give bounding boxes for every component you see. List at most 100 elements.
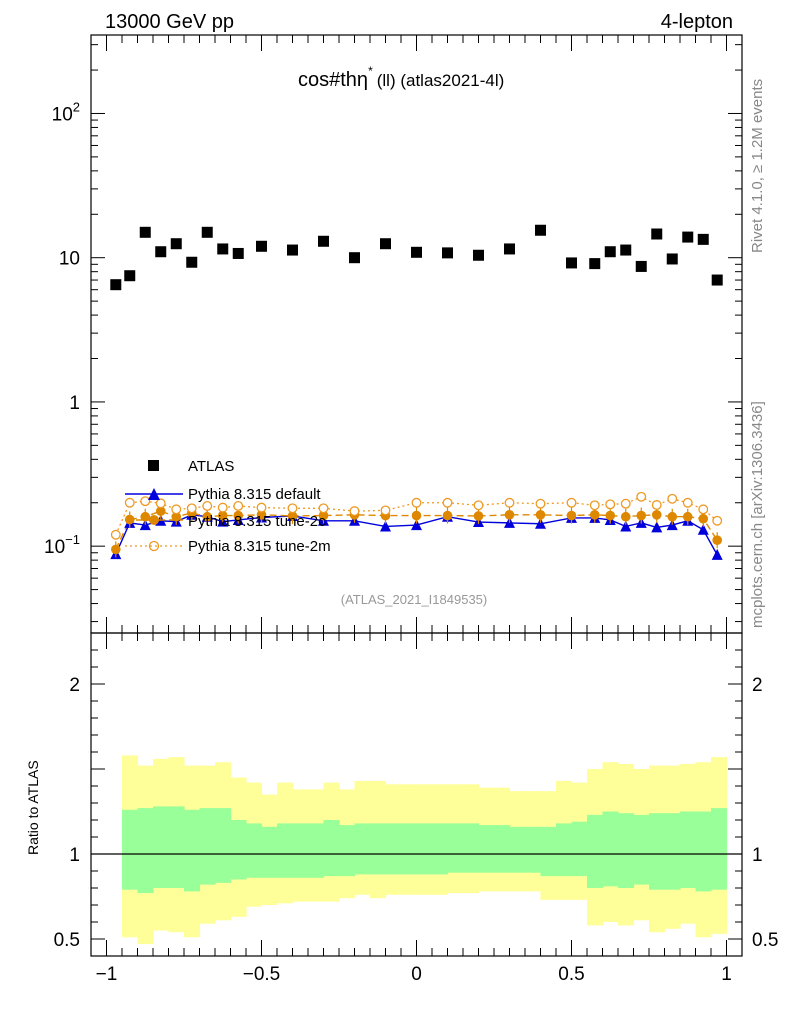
tune-2c-point — [140, 511, 151, 522]
tune-2c-point — [682, 511, 693, 522]
tune-2c-point — [605, 510, 616, 521]
atlas-point — [349, 252, 360, 264]
plot-title-main: cos#thη — [298, 69, 368, 91]
ratio-y-tick-label-right: 1 — [752, 845, 763, 866]
atlas-point — [682, 231, 694, 243]
tune-2c-point — [287, 511, 298, 521]
green-band-bin — [695, 811, 712, 892]
green-band-bin — [215, 808, 232, 883]
tune-2m-point — [504, 497, 515, 508]
x-tick-label: −0.5 — [243, 964, 281, 985]
tune-2m-point — [140, 496, 151, 507]
main-ticks: 10−1 1 10 102 — [44, 35, 742, 633]
tune-2m-point — [186, 503, 197, 514]
default-point — [711, 548, 723, 560]
green-band-bin — [261, 826, 278, 878]
tune-2m-point — [636, 491, 647, 502]
tune-2c-point — [620, 511, 631, 522]
green-band-bin — [664, 813, 681, 890]
plot-title-sup: * — [368, 64, 373, 78]
default-point — [651, 521, 663, 533]
green-band-bin — [246, 823, 263, 878]
green-band-bin — [385, 823, 402, 875]
green-band-bin — [494, 825, 511, 873]
default-point — [697, 523, 709, 535]
default-point — [411, 519, 422, 531]
default-point — [620, 520, 632, 532]
atlas-point — [535, 224, 546, 236]
x-tick-label: 0.5 — [558, 964, 584, 985]
side-text-top: Rivet 4.1.0, ≥ 1.2M events — [749, 79, 766, 253]
legend-marker-atlas — [148, 460, 159, 471]
green-band-bin — [168, 806, 185, 888]
tune-2m-point — [287, 503, 298, 514]
legend-label-tune-2c: Pythia 8.315 tune-2c — [188, 513, 326, 530]
tune-2c-point — [442, 510, 453, 521]
atlas-point — [411, 246, 422, 258]
atlas-point — [201, 226, 213, 238]
green-band-bin — [602, 811, 619, 887]
legend-label-default: Pythia 8.315 default — [188, 486, 321, 503]
atlas-point — [124, 270, 136, 282]
atlas-point — [318, 235, 329, 247]
atlas-point — [473, 249, 484, 261]
legend-marker-tune-2m — [148, 540, 160, 552]
green-band-bin — [463, 823, 480, 873]
ratio-bands — [122, 755, 728, 945]
tune-2c-point — [667, 511, 678, 522]
tune-2m-point — [651, 500, 662, 510]
atlas-point — [589, 258, 601, 270]
tune-2m-point — [605, 499, 616, 510]
x-tick-label: 0 — [411, 964, 422, 985]
green-band-bin — [339, 825, 356, 877]
tune-2c-point — [535, 510, 546, 520]
atlas-point — [566, 257, 577, 269]
plot-title: cos#thη* (ll) (atlas2021-4l) — [298, 64, 504, 91]
tune-2c-point — [202, 511, 213, 522]
tune-2m-point — [589, 500, 600, 511]
green-band-bin — [711, 808, 728, 890]
green-band-bin — [184, 809, 201, 892]
ratio-y-tick-label-right: 2 — [752, 675, 763, 696]
atlas-point — [170, 238, 182, 250]
main-panel: 10−1 1 10 102 cos#thη* (ll) (atlas2021-4l) (… — [44, 34, 743, 634]
ratio-y-axis-label: Ratio to ATLAS — [25, 760, 41, 855]
tune-2c-point — [111, 544, 121, 555]
y-tick-label: 102 — [52, 99, 80, 125]
tune-2c-point — [411, 510, 422, 521]
tune-2c-point — [217, 510, 228, 521]
atlas-point — [287, 244, 298, 256]
tune-2m-point — [256, 502, 267, 513]
x-tick-label: −1 — [96, 964, 118, 985]
y-tick-label: 10−1 — [44, 532, 80, 558]
tune-2c-point — [155, 506, 166, 516]
ratio-y-tick-label-left: 2 — [69, 675, 80, 696]
tune-2m-point — [535, 498, 546, 509]
atlas-point — [442, 247, 453, 259]
green-band-bin — [540, 826, 557, 877]
atlas-point — [217, 243, 229, 255]
ratio-y-tick-label-left: 0.5 — [54, 930, 80, 951]
tune-2m-point — [473, 500, 484, 511]
header-left: 13000 GeV pp — [105, 11, 234, 33]
green-band-bin — [509, 826, 526, 873]
tune-2m-point — [667, 493, 678, 504]
tune-2m-point — [233, 501, 244, 511]
green-band-bin — [137, 808, 154, 894]
atlas-point — [697, 233, 709, 245]
tune-2m-point — [620, 498, 631, 509]
green-band-bin — [649, 813, 666, 890]
atlas-point — [380, 238, 391, 250]
side-text-bottom: mcplots.cern.ch [arXiv:1306.3436] — [749, 401, 766, 628]
legend-label-atlas: ATLAS — [188, 458, 234, 475]
green-band-bin — [122, 809, 139, 890]
tune-2m-point — [217, 502, 228, 513]
green-band-bin — [525, 826, 542, 873]
tune-2m-point — [682, 497, 693, 508]
green-band-bin — [556, 823, 573, 877]
green-band-bin — [587, 814, 604, 888]
ratio-y-tick-label-left: 1 — [69, 845, 80, 866]
legend-label-tune-2m: Pythia 8.315 tune-2m — [188, 538, 331, 555]
atlas-point — [110, 279, 122, 291]
tune-2m-point — [318, 503, 329, 514]
